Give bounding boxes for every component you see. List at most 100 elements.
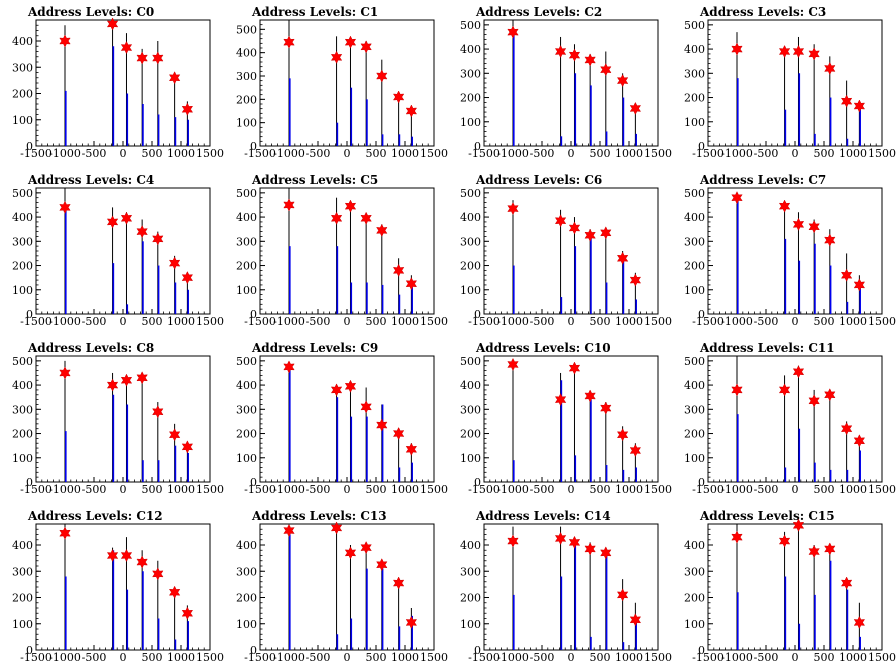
y-tick-label: 500 xyxy=(460,187,481,200)
histogram-panel: Address Levels: C4 0 100 200 300 400 500 -1500-… xyxy=(0,168,224,336)
panel-title: Address Levels: C5 xyxy=(252,173,379,187)
panel-title: Address Levels: C6 xyxy=(476,173,603,187)
y-tick-label: 0 xyxy=(698,476,705,489)
star-marker-icon xyxy=(840,422,853,436)
star-marker-icon xyxy=(792,365,805,379)
star-marker-icon xyxy=(181,271,194,285)
y-tick-label: 200 xyxy=(12,88,33,101)
star-marker-icon xyxy=(392,90,405,104)
x-tick-label: -1000 xyxy=(721,147,753,160)
x-tick-label: 0 xyxy=(568,147,575,160)
star-marker-icon xyxy=(808,394,820,408)
star-marker-icon xyxy=(376,223,388,237)
y-tick-label: 0 xyxy=(474,644,481,657)
star-marker-icon xyxy=(616,588,629,602)
x-tick-label: 1000 xyxy=(839,147,867,160)
star-marker-icon xyxy=(405,277,418,291)
histogram-plot: 0 100 200 300 400 500 -1500-1000 -500 0 500 1000 15… xyxy=(236,19,448,160)
star-marker-icon xyxy=(840,576,853,590)
x-tick-label: 1000 xyxy=(167,147,195,160)
x-tick-label: 1000 xyxy=(167,315,195,328)
x-tick-label: -1000 xyxy=(721,651,753,664)
plot-frame xyxy=(483,355,659,483)
histogram-panel: Address Levels: C12 0 100 200 300 400 -1500 -10… xyxy=(0,504,224,672)
y-tick-label: 200 xyxy=(684,260,705,273)
x-tick-label: -1000 xyxy=(497,315,529,328)
y-tick-label: 200 xyxy=(12,428,33,441)
y-tick-label: 500 xyxy=(236,187,257,200)
star-marker-icon xyxy=(283,523,295,538)
x-tick-label: -1000 xyxy=(49,651,81,664)
x-tick-label: 0 xyxy=(344,147,351,160)
x-tick-label: 500 xyxy=(142,651,163,664)
y-tick-label: 300 xyxy=(684,565,705,578)
y-tick-label: 500 xyxy=(684,187,705,200)
y-tick-label: 500 xyxy=(12,355,33,368)
y-tick-label: 100 xyxy=(12,284,33,297)
x-tick-label: 1000 xyxy=(615,651,643,664)
panel-title: Address Levels: C3 xyxy=(700,5,827,19)
x-tick-label: -500 xyxy=(306,315,331,328)
x-tick-label: -1000 xyxy=(497,651,529,664)
y-tick-label: 100 xyxy=(684,116,705,129)
x-tick-label: 1000 xyxy=(615,315,643,328)
histogram-panel: Address Levels: C15 0 100 200 300 400 -1500 -10… xyxy=(672,504,896,672)
star-marker-icon xyxy=(778,199,791,213)
star-marker-icon xyxy=(584,53,596,67)
star-marker-icon xyxy=(120,40,133,55)
x-tick-label: -1500 xyxy=(20,483,52,496)
panel-title: Address Levels: C9 xyxy=(252,341,379,355)
x-tick-label: -1500 xyxy=(692,315,724,328)
star-marker-icon xyxy=(507,534,519,548)
star-marker-icon xyxy=(136,225,148,239)
star-marker-icon xyxy=(152,232,164,246)
histogram-plot: 0 100 200 300 400 500 -1500-1000 -500 0 500 1000 15… xyxy=(236,187,448,328)
star-marker-icon xyxy=(376,69,388,83)
star-marker-icon xyxy=(616,74,629,88)
y-tick-label: 400 xyxy=(236,47,257,60)
star-marker-icon xyxy=(853,434,866,448)
histogram-plot: 0 100 200 300 400 500 -1500-1000 -500 0 500 1000 15… xyxy=(236,355,448,496)
star-marker-icon xyxy=(808,47,820,61)
star-marker-icon xyxy=(283,360,295,374)
panel-title: Address Levels: C13 xyxy=(252,509,387,523)
star-marker-icon xyxy=(181,102,194,116)
y-tick-label: 400 xyxy=(684,539,705,552)
x-tick-label: 1500 xyxy=(868,147,896,160)
star-marker-icon xyxy=(136,51,148,65)
y-tick-label: 200 xyxy=(236,428,257,441)
star-marker-icon xyxy=(405,615,418,630)
y-tick-label: 200 xyxy=(684,592,705,605)
x-tick-label: 1000 xyxy=(839,651,867,664)
star-marker-icon xyxy=(853,99,866,113)
x-tick-label: 0 xyxy=(568,483,575,496)
y-tick-label: 300 xyxy=(236,235,257,248)
x-tick-label: 1000 xyxy=(839,483,867,496)
x-tick-label: 500 xyxy=(366,147,387,160)
histogram-panel: Address Levels: C10 0 100 200 300 400 500 -1500… xyxy=(448,336,672,504)
x-tick-label: 500 xyxy=(590,147,611,160)
panel-title: Address Levels: C4 xyxy=(28,173,155,187)
y-tick-label: 100 xyxy=(236,284,257,297)
y-tick-label: 500 xyxy=(684,19,705,32)
star-marker-icon xyxy=(106,548,119,563)
x-tick-label: -1000 xyxy=(273,315,305,328)
y-tick-label: 100 xyxy=(236,117,257,130)
star-marker-icon xyxy=(507,202,519,216)
histogram-panel: Address Levels: C8 0 100 200 300 400 500 -1500-… xyxy=(0,336,224,504)
star-marker-icon xyxy=(554,531,567,546)
star-marker-icon xyxy=(181,440,194,454)
x-tick-label: 0 xyxy=(792,483,799,496)
x-tick-label: -1500 xyxy=(692,483,724,496)
y-tick-label: 0 xyxy=(26,140,33,153)
panel-title: Address Levels: C15 xyxy=(700,509,835,523)
y-tick-label: 300 xyxy=(12,403,33,416)
x-tick-label: 1500 xyxy=(196,483,224,496)
star-marker-icon xyxy=(600,546,612,560)
star-marker-icon xyxy=(840,268,853,282)
x-tick-label: 1500 xyxy=(868,483,896,496)
star-marker-icon xyxy=(168,71,181,85)
x-tick-label: 1500 xyxy=(644,147,672,160)
x-tick-label: 0 xyxy=(120,315,127,328)
histogram-plot: 0 100 200 300 400 -1500-1000 -500 0 500 1000 1500 xyxy=(684,518,896,664)
